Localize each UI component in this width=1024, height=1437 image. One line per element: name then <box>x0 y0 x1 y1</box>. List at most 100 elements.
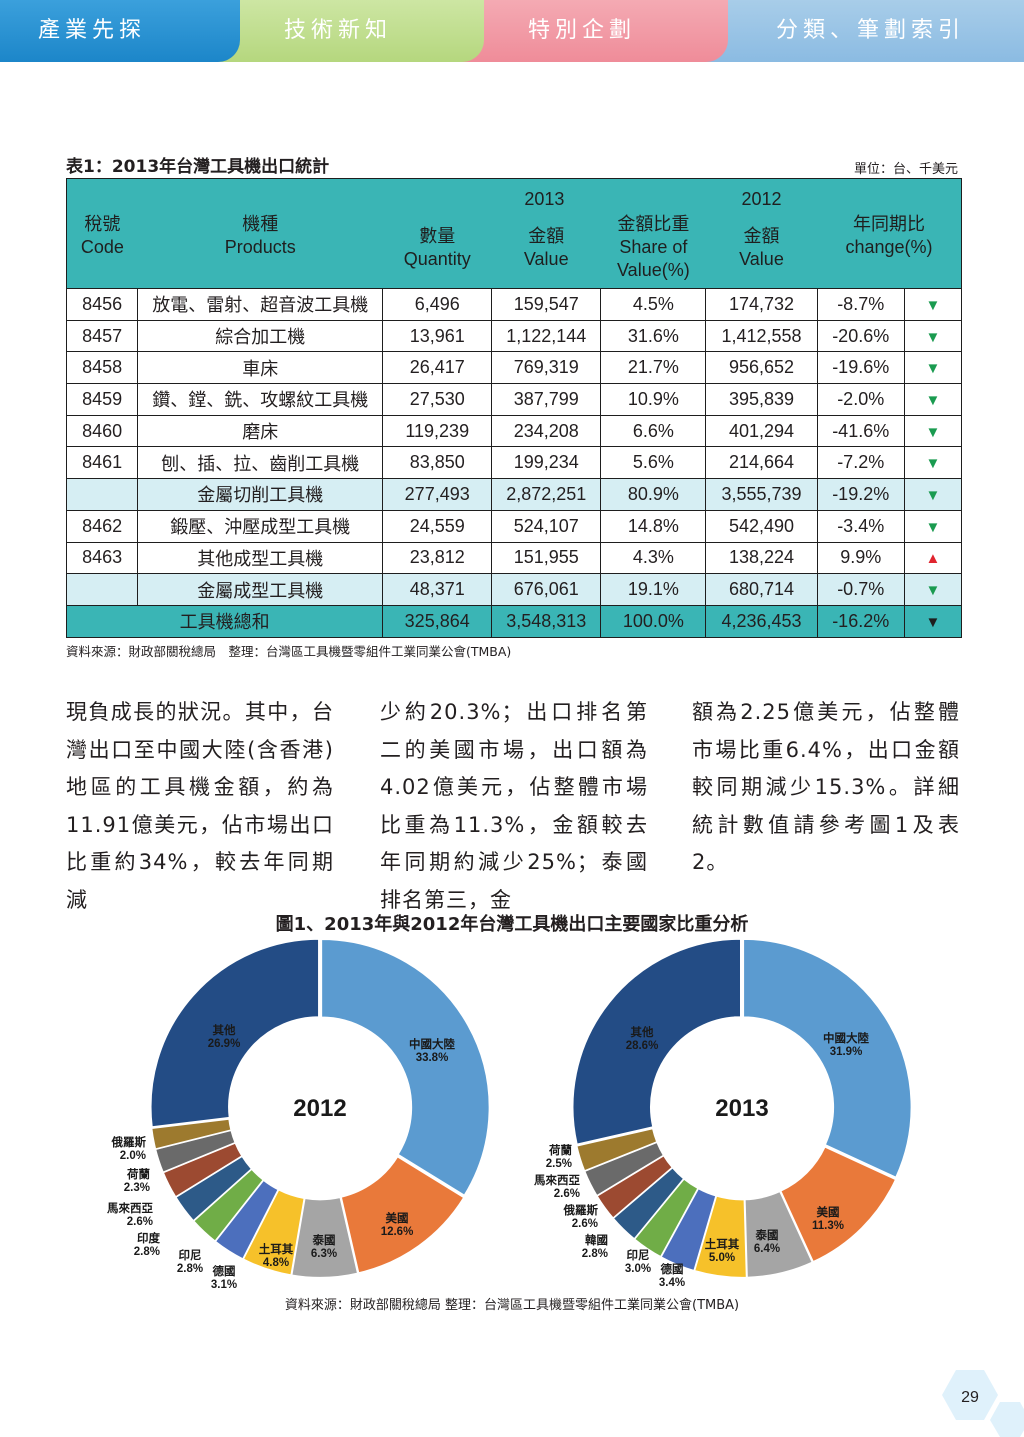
cell-product: 車床 <box>137 351 384 385</box>
slice-category-label: 馬來西亞 <box>534 1173 580 1187</box>
table-body: 8456 放電、雷射、超音波工具機 6,496 159,547 4.5% 174,732-… <box>65 288 963 638</box>
table-row: 8459 鑽、鏜、銑、攻螺紋工具機 27,530 387,799 10.9% 395,83… <box>65 383 963 416</box>
slice-category-label: 其他 <box>631 1025 654 1039</box>
slice-category-label: 荷蘭 <box>548 1143 572 1157</box>
cell-value2012: 4,236,453 <box>705 604 818 638</box>
header-value-en: Value <box>523 248 569 269</box>
cell-share: 10.9% <box>600 383 707 416</box>
slice-value-label: 26.9% <box>208 1038 241 1050</box>
slice-category-label: 美國 <box>817 1205 840 1219</box>
table-title: 表1：2013年台灣工具機出口統計 <box>66 157 330 177</box>
header-products-zh: 機種 <box>242 213 279 234</box>
header-value2012-zh: 金額 <box>743 225 780 246</box>
donut-slice <box>320 938 491 1197</box>
slice-value-label: 11.3% <box>812 1220 844 1232</box>
cell-value: 1,122,144 <box>491 319 602 353</box>
tab-label: 特別企劃 <box>528 18 637 43</box>
cell-value: 199,234 <box>491 446 602 480</box>
table-row: 8457 綜合加工機 13,961 1,122,144 31.6% 1,412,558 -2… <box>65 319 963 353</box>
tab-special[interactable]: 特別企劃 <box>462 0 728 62</box>
trend-down-icon: ▼ <box>925 296 941 314</box>
cell-qty: 277,493 <box>382 478 493 511</box>
cell-value: 3,548,313 <box>491 604 602 638</box>
header-code-zh: 稅號 <box>84 213 121 234</box>
cell-trend: ▼ <box>903 288 963 321</box>
slice-category-label: 德國 <box>660 1262 684 1276</box>
donut-slice <box>742 938 913 1179</box>
trend-down-icon: ▼ <box>925 455 941 473</box>
cell-product: 綜合加工機 <box>137 319 384 353</box>
trend-down-icon: ▼ <box>925 518 941 536</box>
cell-change: -2.0% <box>816 383 905 416</box>
donut-slice <box>150 1118 233 1150</box>
slice-value-label: 3.4% <box>659 1277 685 1289</box>
cell-value: 159,547 <box>491 288 602 321</box>
cell-change: -0.7% <box>816 573 905 606</box>
cell-code: 8458 <box>65 351 139 385</box>
table-row: 8460 磨床 119,239 234,208 6.6% 401,294 -41.6% ▼ <box>65 414 963 448</box>
header-change-zh: 年同期比 <box>853 213 926 234</box>
cell-product: 其他成型工具機 <box>137 541 384 575</box>
cell-value2012: 1,412,558 <box>705 319 818 353</box>
header-change-en: change(%) <box>845 236 933 257</box>
figure-title: 圖1、2013年與2012年台灣工具機出口主要國家比重分析 <box>275 914 749 935</box>
page-number-hexagon <box>942 1370 998 1420</box>
cell-value: 151,955 <box>491 541 602 575</box>
slice-value-label: 2.6% <box>554 1188 580 1200</box>
table-subtotal-row: 金屬切削工具機 277,493 2,872,251 80.9% 3,555,739 -19… <box>65 478 963 511</box>
cell-change: -7.2% <box>816 446 905 480</box>
export-table: 2013 2012 稅號 Code 機種 Products 數量 Quantity 金… <box>65 178 963 638</box>
cell-qty: 13,961 <box>382 319 493 353</box>
cell-qty: 26,417 <box>382 351 493 385</box>
cell-product: 磨床 <box>137 414 384 448</box>
cell-share: 100.0% <box>600 604 707 638</box>
cell-share: 31.6% <box>600 319 707 353</box>
slice-category-label: 中國大陸 <box>409 1037 455 1051</box>
header-code-en: Code <box>80 236 124 257</box>
slice-category-label: 泰國 <box>312 1233 336 1247</box>
slice-category-label: 馬來西亞 <box>107 1201 153 1215</box>
cell-change: -41.6% <box>816 414 905 448</box>
tab-label: 分類、筆劃索引 <box>776 18 966 43</box>
slice-value-label: 2.8% <box>582 1248 608 1260</box>
cell-trend: ▲ <box>903 541 963 575</box>
tab-index[interactable]: 分類、筆劃索引 <box>706 0 1024 62</box>
tab-technology[interactable]: 技術新知 <box>218 0 484 62</box>
cell-trend: ▼ <box>903 446 963 480</box>
cell-trend: ▼ <box>903 351 963 385</box>
slice-value-label: 2.6% <box>572 1218 598 1230</box>
slice-category-label: 俄羅斯 <box>563 1203 599 1217</box>
cell-value2012: 138,224 <box>705 541 818 575</box>
cell-code: 8463 <box>65 541 139 575</box>
body-text-col-1: 現負成長的狀況。其中，台灣出口至中國大陸(含香港)地區的工具機金額，約為11.9… <box>66 700 334 912</box>
page-number: 29 <box>961 1389 979 1406</box>
tab-industry[interactable]: 產業先探 <box>0 0 240 62</box>
cell-code: 8460 <box>65 414 139 448</box>
trend-down-icon: ▼ <box>925 582 941 600</box>
cell-value2012: 542,490 <box>705 509 818 543</box>
slice-value-label: 12.6% <box>381 1226 414 1238</box>
cell-value2012: 956,652 <box>705 351 818 385</box>
slice-value-label: 3.1% <box>211 1279 237 1291</box>
cell-share: 14.8% <box>600 509 707 543</box>
slice-category-label: 印尼 <box>179 1248 202 1262</box>
cell-trend: ▼ <box>903 573 963 606</box>
cell-change: -20.6% <box>816 319 905 353</box>
cell-share: 5.6% <box>600 446 707 480</box>
cell-share: 4.3% <box>600 541 707 575</box>
top-nav: 產業先探 技術新知 特別企劃 分類、筆劃索引 <box>0 0 1024 62</box>
cell-product: 放電、雷射、超音波工具機 <box>137 288 384 321</box>
slice-value-label: 2.8% <box>134 1246 160 1258</box>
header-share-zh: 金額比重 <box>617 213 690 234</box>
donut-center-year: 2013 <box>715 1095 768 1122</box>
cell-value2012: 401,294 <box>705 414 818 448</box>
cell-share: 21.7% <box>600 351 707 385</box>
header-share-en1: Share of <box>619 236 688 257</box>
cell-value: 2,872,251 <box>491 478 602 511</box>
cell-change: -8.7% <box>816 288 905 321</box>
cell-trend: ▼ <box>903 604 963 638</box>
table-source: 資料來源：財政部關稅總局 整理：台灣區工具機暨零組件工業同業公會(TMBA) <box>66 644 512 659</box>
table-row: 8463 其他成型工具機 23,812 151,955 4.3% 138,224 9.9% ▲ <box>65 541 963 575</box>
slice-value-label: 6.4% <box>754 1243 780 1255</box>
cell-change: -16.2% <box>816 604 905 638</box>
